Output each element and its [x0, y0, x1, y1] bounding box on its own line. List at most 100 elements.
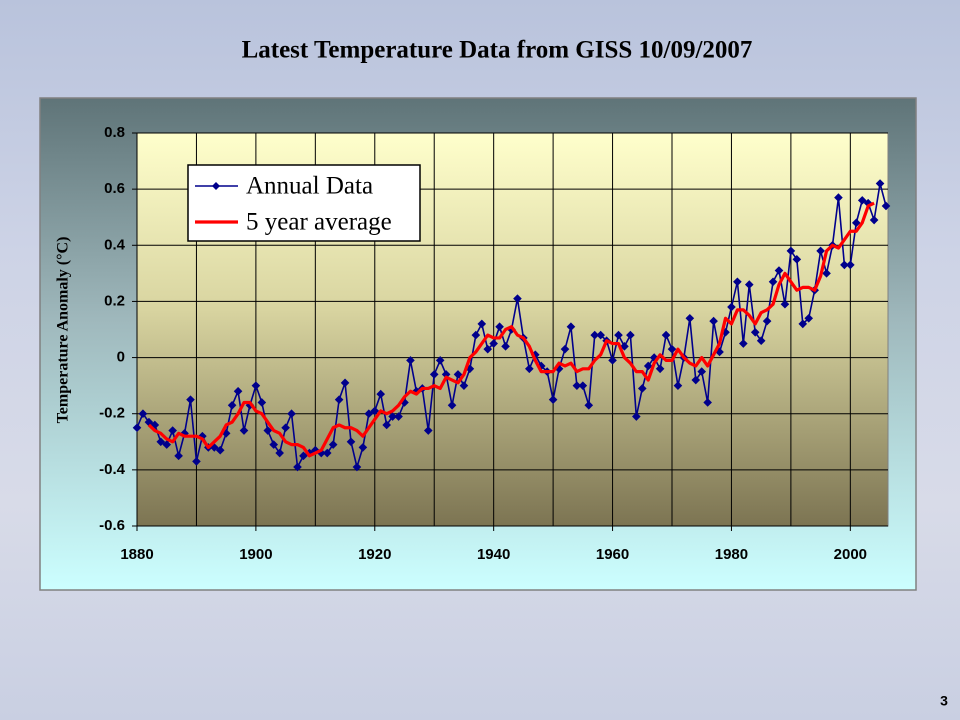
y-tick-label: 0.4: [104, 236, 126, 253]
x-tick-label: 1940: [477, 546, 510, 563]
y-tick-label: 0.2: [104, 292, 125, 309]
data-point: [334, 395, 344, 404]
data-point: [340, 378, 350, 388]
data-point: [756, 336, 766, 346]
data-point: [584, 400, 594, 410]
data-point: [691, 375, 701, 385]
data-point: [822, 269, 831, 278]
data-point: [215, 445, 225, 455]
data-point: [477, 319, 487, 329]
y-tick-label: -0.2: [99, 405, 125, 422]
legend-box: [187, 164, 421, 242]
data-point: [620, 342, 629, 351]
legend-label: Annual Data: [246, 173, 373, 200]
data-point: [251, 381, 261, 390]
y-tick-label: 0.6: [104, 180, 125, 197]
data-point: [566, 322, 576, 331]
data-point: [655, 364, 665, 374]
data-point: [495, 322, 504, 331]
data-point: [590, 330, 600, 340]
data-point: [489, 339, 498, 348]
data-point: [744, 280, 754, 289]
data-point: [857, 196, 867, 205]
data-point: [513, 294, 522, 303]
data-point: [786, 246, 796, 256]
data-point: [608, 356, 617, 365]
data-point: [560, 344, 570, 354]
data-point: [453, 370, 463, 379]
data-point: [875, 179, 885, 188]
data-point: [239, 426, 249, 435]
data-point: [572, 381, 582, 390]
data-point: [138, 409, 148, 419]
data-point: [388, 412, 397, 421]
x-tick-label: 1880: [120, 546, 153, 563]
chart-title: Latest Temperature Data from GISS 10/09/…: [242, 37, 753, 64]
data-point: [637, 384, 647, 393]
y-axis-label: Temperature Anomaly (°C): [55, 237, 72, 424]
data-point: [632, 412, 641, 421]
x-tick-label: 1960: [596, 546, 629, 563]
x-tick-label: 1920: [358, 546, 391, 563]
data-point: [525, 364, 534, 374]
y-tick-label: -0.6: [99, 517, 125, 534]
data-point: [174, 451, 183, 461]
data-point: [501, 342, 510, 351]
data-point: [816, 246, 825, 256]
data-point: [661, 330, 671, 340]
data-point: [293, 462, 302, 472]
data-point: [768, 277, 778, 287]
data-point: [376, 389, 386, 399]
data-point: [834, 193, 843, 202]
data-point: [358, 443, 368, 452]
data-point: [132, 423, 142, 433]
data-point: [851, 218, 861, 228]
data-point: [364, 409, 374, 419]
data-point: [709, 316, 718, 326]
data-point: [596, 330, 605, 340]
series-line: [147, 201, 875, 458]
data-point: [299, 451, 308, 461]
data-point: [626, 330, 635, 340]
data-point: [774, 266, 784, 275]
data-point: [792, 255, 802, 264]
data-point: [156, 437, 166, 447]
data-point: [840, 260, 849, 270]
data-point: [435, 356, 445, 365]
x-tick-label: 1900: [239, 546, 272, 563]
legend: Annual Data 5 year average: [187, 164, 421, 242]
data-point: [804, 313, 814, 323]
data-point: [750, 328, 760, 337]
x-tick-label: 2000: [834, 546, 867, 563]
data-point: [192, 457, 201, 466]
data-point: [739, 339, 748, 348]
data-point: [846, 260, 855, 270]
data-point: [186, 395, 195, 404]
data-point: [322, 448, 332, 458]
data-point: [673, 381, 683, 390]
series: [147, 201, 875, 458]
data-point: [406, 356, 415, 365]
data-point: [727, 302, 736, 312]
data-point: [423, 426, 433, 435]
data-point: [394, 412, 403, 421]
y-tick-label: -0.4: [99, 461, 126, 478]
legend-marker: [212, 182, 220, 190]
data-point: [328, 440, 338, 449]
data-point: [281, 423, 290, 433]
data-point: [643, 361, 653, 371]
data-point: [459, 381, 469, 390]
data-point: [287, 409, 296, 419]
data-point: [257, 398, 267, 407]
data-point: [614, 330, 623, 340]
data-point: [471, 330, 481, 340]
data-point: [263, 426, 273, 435]
data-point: [703, 398, 712, 407]
y-tick-label: 0: [117, 349, 125, 366]
data-point: [548, 395, 558, 404]
data-point: [269, 440, 279, 449]
data-point: [685, 313, 695, 323]
data-point: [869, 215, 879, 225]
